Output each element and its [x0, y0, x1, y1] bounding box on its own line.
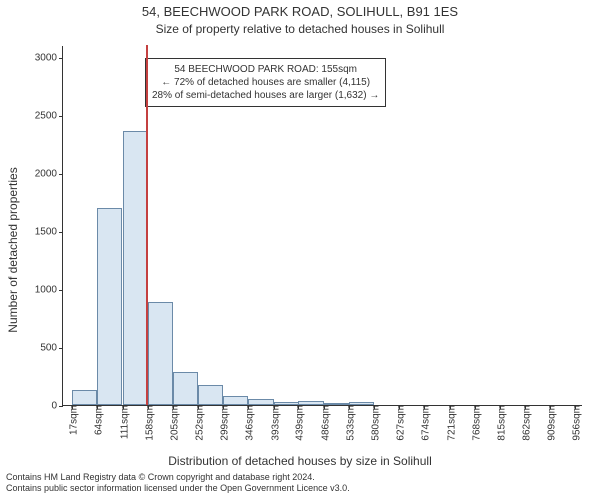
x-tick-label: 346sqm	[241, 405, 256, 441]
histogram-bar	[198, 385, 223, 405]
x-tick-mark	[148, 405, 149, 409]
x-tick-mark	[248, 405, 249, 409]
y-tick-mark	[59, 406, 63, 407]
x-tick-label: 768sqm	[467, 405, 482, 441]
attribution-line: Contains public sector information licen…	[6, 483, 350, 494]
x-tick-mark	[173, 405, 174, 409]
y-axis-label: Number of detached properties	[6, 167, 20, 332]
x-tick-mark	[500, 405, 501, 409]
chart-subtitle: Size of property relative to detached ho…	[0, 22, 600, 36]
x-tick-label: 64sqm	[90, 405, 105, 435]
y-tick-mark	[59, 174, 63, 175]
x-tick-label: 674sqm	[417, 405, 432, 441]
x-tick-mark	[349, 405, 350, 409]
x-tick-label: 111sqm	[115, 405, 130, 439]
x-tick-mark	[298, 405, 299, 409]
x-tick-mark	[274, 405, 275, 409]
callout-line: 54 BEECHWOOD PARK ROAD: 155sqm	[152, 63, 379, 76]
x-tick-label: 956sqm	[568, 405, 583, 441]
x-tick-mark	[374, 405, 375, 409]
x-axis-label: Distribution of detached houses by size …	[0, 454, 600, 468]
callout-line: 28% of semi-detached houses are larger (…	[152, 89, 379, 102]
x-tick-label: 299sqm	[216, 405, 231, 441]
x-tick-mark	[475, 405, 476, 409]
x-tick-label: 252sqm	[191, 405, 206, 441]
callout-line: ← 72% of detached houses are smaller (4,…	[152, 76, 379, 89]
histogram-bar	[72, 390, 97, 405]
histogram-bar	[173, 372, 198, 405]
x-tick-label: 815sqm	[492, 405, 507, 441]
callout-box: 54 BEECHWOOD PARK ROAD: 155sqm ← 72% of …	[145, 58, 386, 107]
chart-container: 54, BEECHWOOD PARK ROAD, SOLIHULL, B91 1…	[0, 0, 600, 500]
x-tick-mark	[72, 405, 73, 409]
x-tick-label: 486sqm	[316, 405, 331, 441]
x-tick-mark	[97, 405, 98, 409]
chart-title: 54, BEECHWOOD PARK ROAD, SOLIHULL, B91 1…	[0, 4, 600, 19]
x-tick-mark	[575, 405, 576, 409]
x-tick-mark	[424, 405, 425, 409]
x-tick-mark	[525, 405, 526, 409]
x-tick-label: 862sqm	[518, 405, 533, 441]
x-tick-label: 205sqm	[165, 405, 180, 441]
x-tick-label: 158sqm	[140, 405, 155, 441]
x-tick-label: 580sqm	[366, 405, 381, 441]
x-tick-label: 393sqm	[266, 405, 281, 441]
x-tick-mark	[123, 405, 124, 409]
x-tick-mark	[198, 405, 199, 409]
x-tick-label: 627sqm	[392, 405, 407, 441]
y-tick-mark	[59, 58, 63, 59]
histogram-bar	[123, 131, 148, 405]
attribution-line: Contains HM Land Registry data © Crown c…	[6, 472, 350, 483]
x-tick-mark	[550, 405, 551, 409]
y-tick-mark	[59, 232, 63, 233]
x-tick-mark	[324, 405, 325, 409]
histogram-bar	[97, 208, 122, 405]
x-tick-label: 439sqm	[291, 405, 306, 441]
histogram-bar	[223, 396, 248, 405]
x-tick-label: 721sqm	[442, 405, 457, 441]
attribution: Contains HM Land Registry data © Crown c…	[6, 472, 350, 494]
x-tick-mark	[399, 405, 400, 409]
x-tick-mark	[450, 405, 451, 409]
histogram-bar	[148, 302, 173, 405]
plot-area: 54 BEECHWOOD PARK ROAD: 155sqm ← 72% of …	[62, 46, 582, 406]
y-tick-mark	[59, 348, 63, 349]
x-tick-label: 533sqm	[341, 405, 356, 441]
x-tick-label: 909sqm	[543, 405, 558, 441]
marker-line	[146, 45, 148, 405]
y-tick-mark	[59, 116, 63, 117]
x-tick-label: 17sqm	[65, 405, 80, 435]
y-tick-mark	[59, 290, 63, 291]
x-tick-mark	[223, 405, 224, 409]
